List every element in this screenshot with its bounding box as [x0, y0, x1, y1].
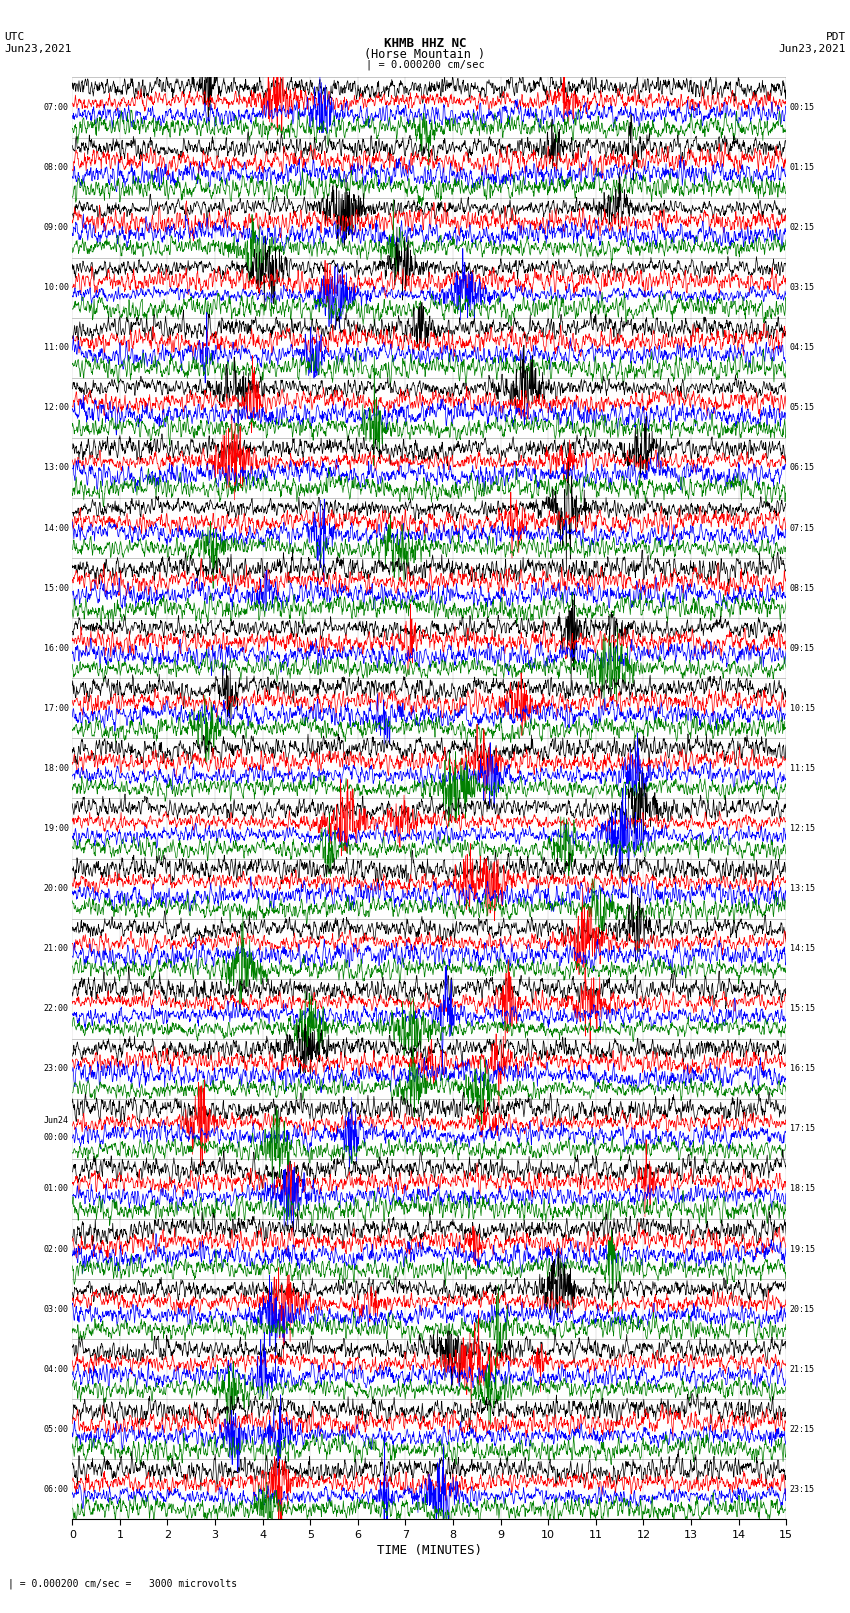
Text: 20:15: 20:15 [790, 1305, 814, 1313]
Text: 19:00: 19:00 [44, 824, 69, 832]
Text: 17:15: 17:15 [790, 1124, 814, 1134]
Text: 06:15: 06:15 [790, 463, 814, 473]
Text: 06:00: 06:00 [44, 1486, 69, 1494]
Text: 13:00: 13:00 [44, 463, 69, 473]
Text: 23:00: 23:00 [44, 1065, 69, 1073]
X-axis label: TIME (MINUTES): TIME (MINUTES) [377, 1544, 482, 1557]
Text: 03:15: 03:15 [790, 284, 814, 292]
Text: 00:15: 00:15 [790, 103, 814, 111]
Text: 03:00: 03:00 [44, 1305, 69, 1313]
Text: 09:15: 09:15 [790, 644, 814, 653]
Text: 08:00: 08:00 [44, 163, 69, 173]
Text: 17:00: 17:00 [44, 703, 69, 713]
Text: 11:00: 11:00 [44, 344, 69, 352]
Text: 01:00: 01:00 [44, 1184, 69, 1194]
Text: 10:00: 10:00 [44, 284, 69, 292]
Text: KHMB HHZ NC: KHMB HHZ NC [383, 37, 467, 50]
Text: 07:00: 07:00 [44, 103, 69, 111]
Text: 20:00: 20:00 [44, 884, 69, 894]
Text: 01:15: 01:15 [790, 163, 814, 173]
Text: 15:15: 15:15 [790, 1005, 814, 1013]
Text: Jun24: Jun24 [44, 1116, 69, 1124]
Text: 12:00: 12:00 [44, 403, 69, 413]
Text: 18:00: 18:00 [44, 765, 69, 773]
Text: PDT: PDT [825, 32, 846, 42]
Text: 05:15: 05:15 [790, 403, 814, 413]
Text: Jun23,2021: Jun23,2021 [4, 44, 71, 53]
Text: 04:00: 04:00 [44, 1365, 69, 1374]
Text: 09:00: 09:00 [44, 223, 69, 232]
Text: 07:15: 07:15 [790, 524, 814, 532]
Text: 13:15: 13:15 [790, 884, 814, 894]
Text: | = 0.000200 cm/sec =   3000 microvolts: | = 0.000200 cm/sec = 3000 microvolts [8, 1579, 238, 1589]
Text: 22:00: 22:00 [44, 1005, 69, 1013]
Text: 04:15: 04:15 [790, 344, 814, 352]
Text: 08:15: 08:15 [790, 584, 814, 592]
Text: Jun23,2021: Jun23,2021 [779, 44, 846, 53]
Text: 10:15: 10:15 [790, 703, 814, 713]
Text: 11:15: 11:15 [790, 765, 814, 773]
Text: 16:00: 16:00 [44, 644, 69, 653]
Text: 19:15: 19:15 [790, 1245, 814, 1253]
Text: 15:00: 15:00 [44, 584, 69, 592]
Text: 14:00: 14:00 [44, 524, 69, 532]
Text: (Horse Mountain ): (Horse Mountain ) [365, 48, 485, 61]
Text: 18:15: 18:15 [790, 1184, 814, 1194]
Text: 12:15: 12:15 [790, 824, 814, 832]
Text: 21:15: 21:15 [790, 1365, 814, 1374]
Text: 05:00: 05:00 [44, 1424, 69, 1434]
Text: UTC: UTC [4, 32, 25, 42]
Text: 16:15: 16:15 [790, 1065, 814, 1073]
Text: 22:15: 22:15 [790, 1424, 814, 1434]
Text: 02:15: 02:15 [790, 223, 814, 232]
Text: 00:00: 00:00 [44, 1134, 69, 1142]
Text: 14:15: 14:15 [790, 944, 814, 953]
Text: 02:00: 02:00 [44, 1245, 69, 1253]
Text: | = 0.000200 cm/sec: | = 0.000200 cm/sec [366, 60, 484, 71]
Text: 21:00: 21:00 [44, 944, 69, 953]
Text: 23:15: 23:15 [790, 1486, 814, 1494]
